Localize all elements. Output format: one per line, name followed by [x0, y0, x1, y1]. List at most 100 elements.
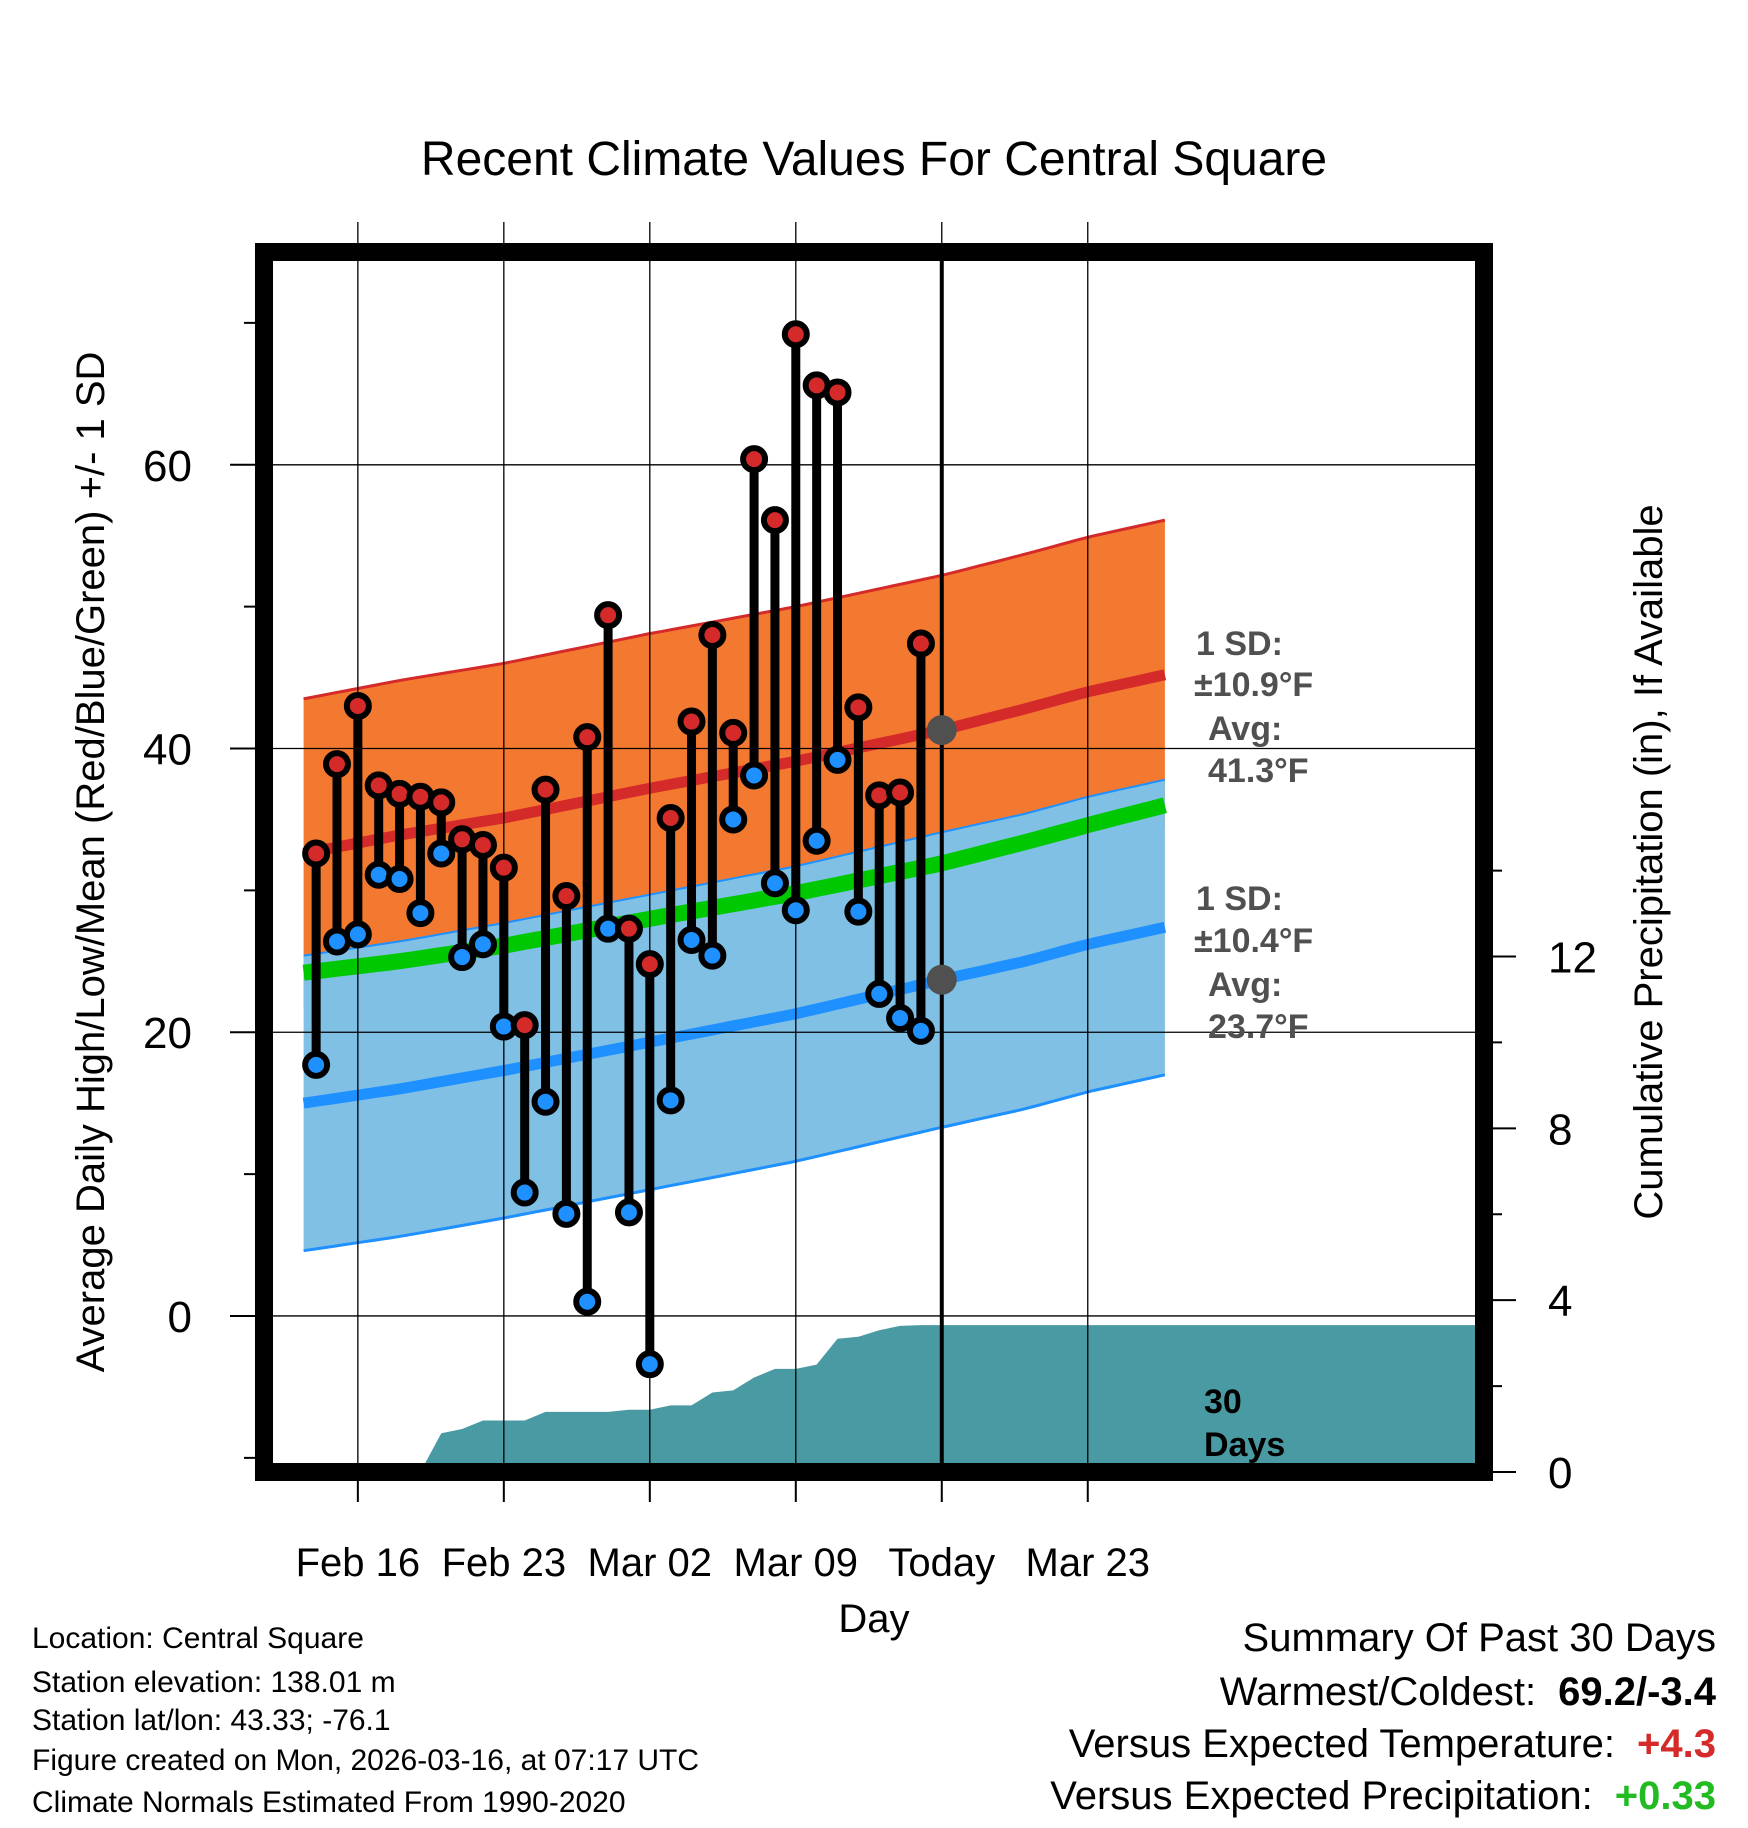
y-tick-label: 40 [143, 726, 192, 775]
daily-low-point [760, 869, 789, 898]
low-normal-line [302, 921, 1167, 1109]
daily-low-point [823, 745, 852, 774]
daily-high-point [823, 378, 852, 407]
y2-tick-label: 0 [1548, 1449, 1572, 1498]
daily-high-point [468, 830, 497, 859]
high-avg-value: 41.3°F [1208, 752, 1309, 790]
daily-low-point [698, 941, 727, 970]
plot-frame [255, 243, 1493, 1481]
high-avg-label: Avg: [1208, 710, 1282, 748]
daily-high-point [489, 853, 518, 882]
y2-tick-label: 12 [1548, 934, 1597, 983]
daily-high-point [573, 723, 602, 752]
daily-low-point [740, 761, 769, 790]
x-tick-label: Feb 16 [296, 1541, 421, 1585]
high-sd-value: ±10.9°F [1194, 666, 1313, 704]
daily-low-point [531, 1087, 560, 1116]
daily-low-point [385, 865, 414, 894]
daily-high-point [906, 629, 935, 658]
daily-low-point [427, 839, 456, 868]
y2-tick-label: 8 [1548, 1105, 1572, 1154]
daily-low-point [906, 1016, 935, 1045]
info-created: Figure created on Mon, 2026-03-16, at 07… [32, 1744, 700, 1777]
daily-low-point [844, 897, 873, 926]
daily-low-point [635, 1350, 664, 1379]
daily-high-point [614, 914, 643, 943]
y-axis-title: Average Daily High/Low/Mean (Red/Blue/Gr… [69, 352, 113, 1373]
daily-high-point [635, 950, 664, 979]
daily-high-point [343, 691, 372, 720]
summary-temp-value: +4.3 [1637, 1722, 1716, 1766]
daily-high-point [740, 445, 769, 474]
x-tick-label: Today [888, 1541, 995, 1585]
x-tick-label: Mar 23 [1026, 1541, 1151, 1585]
daily-low-point [614, 1198, 643, 1227]
high-average-marker [926, 715, 957, 746]
high-sd-label: 1 SD: [1196, 625, 1283, 663]
daily-low-point [886, 1004, 915, 1033]
low-lower-sd-line [303, 1073, 1166, 1253]
daily-low-point [573, 1287, 602, 1316]
high-upper-sd-line [303, 518, 1166, 701]
daily-low-point [302, 1050, 331, 1079]
daily-high-point [719, 718, 748, 747]
daily-high-point [760, 506, 789, 535]
y2-axis-title: Cumulative Precipitation (in), If Availa… [1627, 504, 1671, 1219]
precipitation-area [264, 1325, 1484, 1472]
low-avg-value: 23.7°F [1208, 1008, 1309, 1046]
daily-low-point [552, 1199, 581, 1228]
x-tick-label: Feb 23 [442, 1541, 567, 1585]
daily-low-point [781, 896, 810, 925]
daily-high-point [781, 320, 810, 349]
low-upper-sd-line [303, 778, 1166, 957]
info-normals: Climate Normals Estimated From 1990-2020 [32, 1786, 626, 1819]
info-location: Location: Central Square [32, 1622, 364, 1655]
low-avg-label: Avg: [1208, 966, 1282, 1004]
low-average-marker [926, 964, 957, 995]
daily-high-point [531, 775, 560, 804]
y2-tick-label: 4 [1548, 1277, 1572, 1326]
y-tick-label: 20 [143, 1009, 192, 1058]
daily-low-point [448, 943, 477, 972]
daily-high-point [844, 693, 873, 722]
summary-warmest-value: 69.2/-3.4 [1558, 1670, 1716, 1714]
period-label-number: 30 [1204, 1383, 1242, 1421]
daily-low-point [719, 805, 748, 834]
daily-high-point [698, 621, 727, 650]
x-tick-label: Mar 02 [588, 1541, 713, 1585]
daily-low-point [343, 920, 372, 949]
daily-high-point [427, 788, 456, 817]
daily-high-point [886, 778, 915, 807]
daily-high-point [656, 804, 685, 833]
summary-temp-row: Versus Expected Temperature: +4.3 [1069, 1722, 1716, 1767]
info-latlon: Station lat/lon: 43.33; -76.1 [32, 1704, 391, 1737]
daily-high-point [552, 882, 581, 911]
summary-temp-label: Versus Expected Temperature: [1068, 1722, 1616, 1766]
x-tick-label: Mar 09 [734, 1541, 859, 1585]
info-elevation: Station elevation: 138.01 m [32, 1666, 396, 1699]
chart-title: Recent Climate Values For Central Square [421, 133, 1327, 186]
period-label-unit: Days [1204, 1426, 1285, 1464]
x-axis-title: Day [838, 1597, 909, 1641]
summary-precip-value: +0.33 [1614, 1774, 1716, 1818]
daily-high-point [677, 707, 706, 736]
daily-low-point [677, 926, 706, 955]
low-sd-band [303, 779, 1165, 1251]
daily-high-point [510, 1011, 539, 1040]
summary-precip-label: Versus Expected Precipitation: [1050, 1774, 1593, 1818]
summary-warmest-label: Warmest/Coldest: [1219, 1670, 1537, 1714]
daily-low-point [865, 979, 894, 1008]
daily-high-point [594, 601, 623, 630]
daily-high-point [302, 839, 331, 868]
daily-low-point [510, 1178, 539, 1207]
daily-high-point [322, 750, 351, 779]
daily-low-point [406, 899, 435, 928]
daily-low-point [468, 930, 497, 959]
daily-low-point [802, 826, 831, 855]
summary-title: Summary Of Past 30 Days [1242, 1616, 1716, 1660]
low-sd-value: ±10.4°F [1194, 922, 1313, 960]
daily-mean-line [302, 797, 1167, 981]
summary-precip-row: Versus Expected Precipitation: +0.33 [1050, 1774, 1716, 1819]
y-tick-label: 0 [168, 1293, 192, 1342]
